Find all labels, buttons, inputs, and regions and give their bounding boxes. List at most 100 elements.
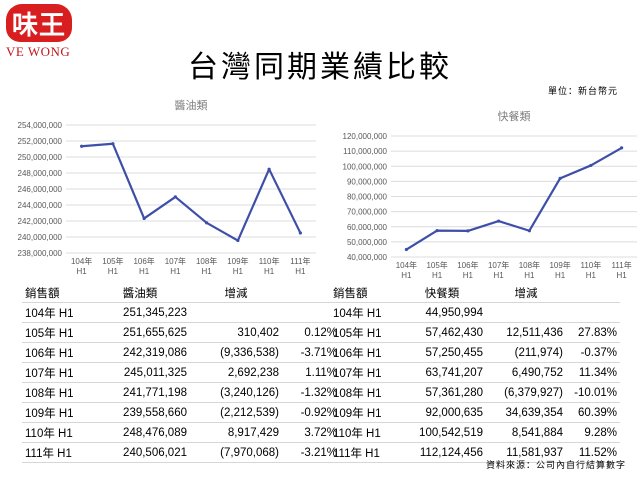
table-cell: (211,974) (486, 342, 566, 363)
x-tick-sublabel: H1 (295, 267, 306, 276)
table-cell: 11.52% (566, 442, 620, 463)
table-cell: 104年 H1 (22, 302, 90, 323)
x-tick-label: 105年 (426, 260, 447, 270)
table-cell: 92,000,635 (398, 402, 486, 423)
x-tick-sublabel: H1 (202, 267, 213, 276)
table-row: 108年 H1 241,771,198 (3,240,126) -1.32% (22, 382, 340, 403)
table-cell: 8,541,884 (486, 422, 566, 443)
table-cell: -3.21% (282, 442, 340, 463)
table-row: 109年 H1 239,558,660 (2,212,539) -0.92% (22, 402, 340, 423)
x-tick-label: 104年 (71, 256, 92, 266)
table-cell: 34,639,354 (486, 402, 566, 423)
table-cell: -0.92% (282, 402, 340, 423)
table-cell: (2,212,539) (190, 402, 282, 423)
header-cell (282, 283, 340, 303)
table-cell: 1.11% (282, 362, 340, 383)
logo-mark: 味王 (11, 10, 66, 41)
data-point (466, 229, 470, 233)
table-row: 107年 H1 245,011,325 2,692,238 1.11% (22, 362, 340, 383)
y-tick-label: 90,000,000 (347, 177, 388, 186)
header-cell: 銷售額 (22, 283, 90, 303)
table-cell: 57,361,280 (398, 382, 486, 403)
table-row: 111年 H1 240,506,021 (7,970,068) -3.21% (22, 442, 340, 463)
table-cell: 11.34% (566, 362, 620, 383)
y-tick-label: 240,000,000 (18, 233, 63, 242)
table-cell: 245,011,325 (90, 362, 190, 383)
table-row: 106年 H1 57,250,455 (211,974) -0.37% (330, 342, 620, 363)
y-tick-label: 120,000,000 (343, 132, 388, 141)
data-point (589, 163, 593, 168)
table-cell: 105年 H1 (22, 322, 90, 343)
table-cell: 6,490,752 (486, 362, 566, 383)
soy-sauce-chart: 醬油類 238,000,000 240,000,000 242,000,000 244,… (18, 98, 316, 276)
y-tick-label: 110,000,000 (343, 147, 387, 156)
x-tick-label: 106年 (133, 256, 154, 266)
header-cell: 快餐類 (398, 283, 486, 303)
series-line (405, 146, 623, 251)
table-cell: 107年 H1 (22, 362, 90, 383)
y-tick-label: 250,000,000 (18, 153, 63, 162)
table-cell: (9,336,538) (190, 342, 282, 363)
header-cell (566, 283, 620, 303)
x-tick-label: 107年 (488, 260, 509, 270)
x-tick-sublabel: H1 (494, 271, 505, 280)
table-cell: 0.12% (282, 322, 340, 343)
data-point (267, 167, 271, 171)
table-cell: 112,124,456 (398, 442, 486, 463)
x-tick-sublabel: H1 (524, 271, 535, 280)
x-tick-label: 108年 (196, 256, 217, 266)
table-cell: 2,692,238 (190, 362, 282, 383)
table-cell: 241,771,198 (90, 382, 190, 403)
data-point (558, 176, 562, 180)
table-row: 106年 H1 242,319,086 (9,336,538) -3.71% (22, 342, 340, 363)
table-cell: 107年 H1 (330, 362, 398, 383)
source-note: 資料來源：公司內自行結算數字 (485, 461, 626, 471)
table-row: 111年 H1 112,124,456 11,581,937 11.52% (330, 442, 620, 463)
table-cell: 100,542,519 (398, 422, 486, 443)
table-cell: -1.32% (282, 382, 340, 403)
soy-sauce-table: 銷售額 醬油類 增減 104年 H1 251,345,223 105年 H1 251,655… (22, 283, 340, 463)
x-tick-label: 104年 (396, 260, 417, 270)
table-cell: 109年 H1 (22, 402, 90, 423)
table-cell: 111年 H1 (330, 442, 398, 463)
x-tick-label: 105年 (102, 256, 123, 266)
x-tick-sublabel: H1 (463, 271, 474, 280)
chart-title: 醬油類 (175, 98, 208, 112)
table-cell: 106年 H1 (330, 342, 398, 363)
table-cell: -0.37% (566, 342, 620, 363)
table-cell: 57,462,430 (398, 322, 486, 343)
x-tick-label: 111年 (290, 256, 310, 266)
table-cell: -10.01% (566, 382, 620, 403)
header-cell: 增減 (190, 283, 282, 303)
table-cell: 44,950,994 (398, 302, 486, 323)
y-tick-label: 252,000,000 (18, 137, 63, 146)
table-cell: 57,250,455 (398, 342, 486, 363)
data-point (404, 247, 408, 252)
x-tick-label: 111年 (612, 260, 632, 270)
table-row: 109年 H1 92,000,635 34,639,354 60.39% (330, 402, 620, 423)
x-tick-sublabel: H1 (401, 271, 412, 280)
y-tick-label: 254,000,000 (18, 121, 63, 130)
y-tick-label: 246,000,000 (18, 185, 63, 194)
x-tick-sublabel: H1 (77, 267, 88, 276)
x-tick-label: 109年 (227, 256, 248, 266)
x-tick-label: 110年 (259, 256, 280, 266)
y-tick-label: 242,000,000 (18, 217, 63, 226)
page-title: 台灣同期業績比較 (188, 50, 452, 85)
table-cell: 251,345,223 (90, 302, 190, 323)
y-tick-label: 70,000,000 (347, 208, 388, 217)
table-cell: 8,917,429 (190, 422, 282, 443)
y-tick-label: 40,000,000 (347, 253, 388, 262)
table-cell: 239,558,660 (90, 402, 190, 423)
data-point (236, 238, 240, 243)
x-tick-sublabel: H1 (108, 267, 119, 276)
table-row: 104年 H1 251,345,223 (22, 302, 340, 323)
table-cell: 108年 H1 (22, 382, 90, 403)
table-cell: 242,319,086 (90, 342, 190, 363)
table-cell: 106年 H1 (22, 342, 90, 363)
y-tick-label: 244,000,000 (18, 201, 63, 210)
table-cell: 104年 H1 (330, 302, 398, 323)
table-cell (486, 302, 566, 323)
table-cell: 63,741,207 (398, 362, 486, 383)
header-cell: 醬油類 (90, 283, 190, 303)
